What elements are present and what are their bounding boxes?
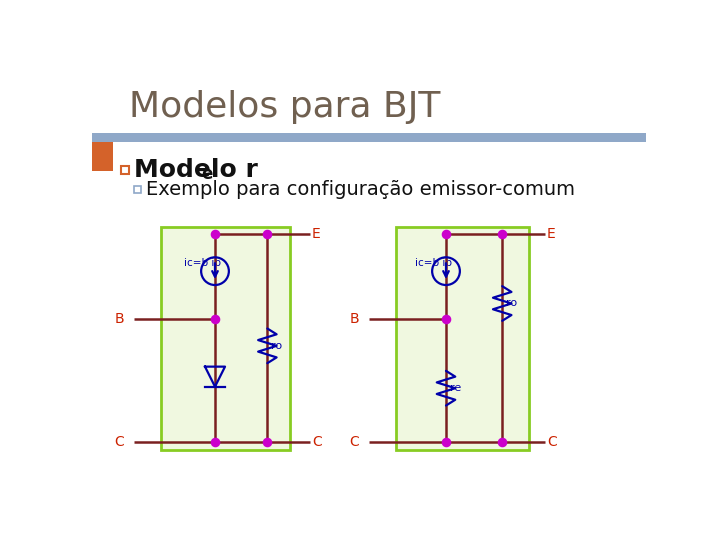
Text: E: E	[312, 227, 321, 241]
Bar	[134, 186, 141, 193]
Point	[210, 230, 221, 239]
Text: ro: ro	[271, 341, 282, 351]
Text: ic=b ib: ic=b ib	[415, 259, 452, 268]
Point	[440, 438, 451, 447]
Bar	[92, 142, 113, 171]
Point	[497, 438, 508, 447]
Point	[261, 230, 273, 239]
Point	[210, 315, 221, 323]
Bar	[121, 166, 129, 174]
Text: E: E	[547, 227, 556, 241]
Point	[440, 315, 451, 323]
Point	[497, 230, 508, 239]
Bar	[92, 132, 647, 142]
Text: ro: ro	[506, 299, 517, 308]
Point	[440, 230, 451, 239]
Bar	[161, 226, 290, 450]
Text: B: B	[349, 312, 359, 326]
Text: Exemplo para configuração emissor-comum: Exemplo para configuração emissor-comum	[145, 180, 575, 199]
Text: ic=b ib: ic=b ib	[184, 259, 221, 268]
Text: C: C	[349, 435, 359, 449]
Text: C: C	[114, 435, 124, 449]
Text: Modelo r: Modelo r	[134, 158, 258, 183]
Text: Modelos para BJT: Modelos para BJT	[129, 90, 440, 124]
Point	[210, 438, 221, 447]
Bar	[396, 226, 529, 450]
Text: re: re	[450, 383, 461, 393]
Text: B: B	[114, 312, 124, 326]
Text: e: e	[201, 165, 212, 183]
Text: C: C	[547, 435, 557, 449]
Text: C: C	[312, 435, 322, 449]
Point	[261, 438, 273, 447]
